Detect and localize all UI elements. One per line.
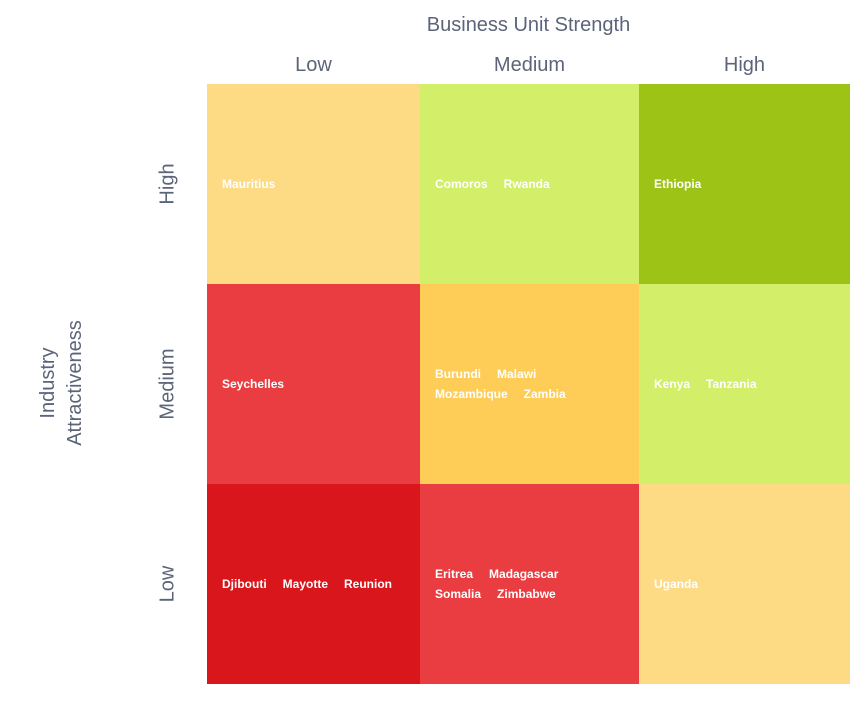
cell-label-line: Burundi Malawi (435, 367, 639, 381)
heatmap-cell: Mauritius (207, 84, 420, 284)
country-label: Comoros (435, 177, 488, 191)
y-axis-title-line-2: Attractiveness (64, 320, 86, 446)
country-label: Tanzania (706, 377, 757, 391)
y-tick-label: Low (156, 565, 179, 603)
country-label: Ethiopia (654, 177, 702, 191)
country-label: Mauritius (222, 177, 276, 191)
country-label: Djibouti (222, 577, 267, 591)
cell-label-line: Eritrea Madagascar (435, 567, 639, 581)
y-tick-label: Medium (156, 348, 179, 420)
heatmap-cell: Comoros Rwanda (420, 84, 639, 284)
x-tick-label: Low (295, 54, 332, 76)
cell-label-line: Ethiopia (654, 177, 850, 191)
heatmap-cell: Djibouti Mayotte Reunion (207, 484, 420, 684)
y-tick-label: High (156, 163, 179, 205)
cell-label-line: Seychelles (222, 377, 420, 391)
country-label: Kenya (654, 377, 691, 391)
country-label: Mozambique (435, 387, 508, 401)
cell-label-line: Kenya Tanzania (654, 377, 850, 391)
country-label: Eritrea (435, 567, 474, 581)
cell-label-line: Somalia Zimbabwe (435, 587, 639, 601)
cell-label-line: Mozambique Zambia (435, 387, 639, 401)
country-label: Uganda (654, 577, 699, 591)
x-tick-label: Medium (493, 54, 566, 76)
country-label: Madagascar (489, 567, 559, 581)
y-axis-title: Industry Attractiveness (35, 320, 89, 446)
country-label: Mayotte (282, 577, 328, 591)
country-label: Reunion (344, 577, 392, 591)
country-label: Seychelles (222, 377, 285, 391)
x-axis-title: Business Unit Strength (426, 14, 631, 36)
heatmap-cell: Uganda (639, 484, 850, 684)
heatmap-cell: Ethiopia (639, 84, 850, 284)
country-label: Burundi (435, 367, 481, 381)
country-label: Zambia (523, 387, 566, 401)
x-tick-label: High (723, 54, 766, 76)
heatmap-cell: Kenya Tanzania (639, 284, 850, 484)
cell-label-line: Comoros Rwanda (435, 177, 639, 191)
country-label: Somalia (435, 587, 482, 601)
y-axis-title-line-1: Industry (37, 347, 59, 419)
cell-label-line: Mauritius (222, 177, 420, 191)
heatmap-cell: Burundi Malawi Mozambique Zambia (420, 284, 639, 484)
cell-label-line: Djibouti Mayotte Reunion (222, 577, 420, 591)
heatmap-cell: Eritrea Madagascar Somalia Zimbabwe (420, 484, 639, 684)
country-label: Malawi (497, 367, 537, 381)
country-label: Rwanda (503, 177, 550, 191)
heatmap-cell: Seychelles (207, 284, 420, 484)
cell-label-line: Uganda (654, 577, 850, 591)
country-label: Zimbabwe (497, 587, 556, 601)
